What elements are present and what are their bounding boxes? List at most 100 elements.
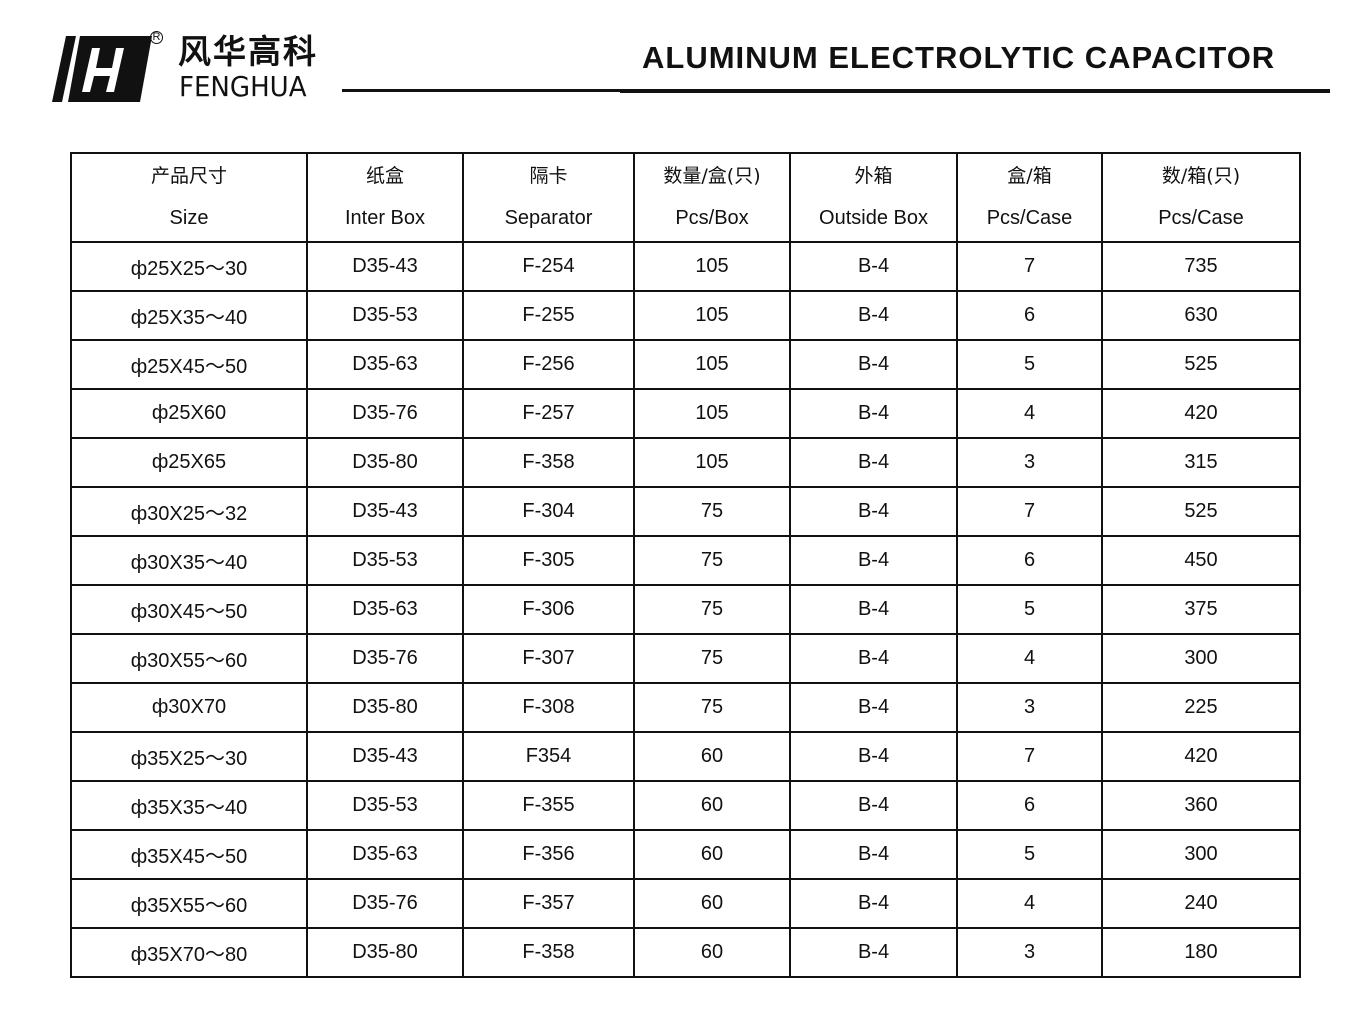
table-cell: 75: [633, 486, 791, 537]
table-cell: F-256: [462, 339, 635, 390]
table-cell: F-305: [462, 535, 635, 586]
table-cell: B-4: [789, 780, 958, 831]
table-cell: 420: [1101, 731, 1301, 782]
table-cell: 3: [956, 682, 1103, 733]
table-cell: D35-53: [306, 780, 464, 831]
table-row: ф30X70 D35-80 F-308 75 B-4 3 225: [70, 682, 1301, 733]
registered-mark: R: [150, 31, 163, 44]
table-cell: 630: [1101, 290, 1301, 341]
table-cell: D35-63: [306, 584, 464, 635]
table-cell: 75: [633, 535, 791, 586]
column-header-cn: 纸盒: [365, 165, 404, 188]
table-cell: 75: [633, 584, 791, 635]
table-cell: ф25X35～40: [70, 290, 308, 341]
brand-name-en: FENGHUA: [179, 70, 307, 103]
table-row: ф30X25～32 D35-43 F-304 75 B-4 7 525: [70, 486, 1301, 537]
table-cell: 315: [1101, 437, 1301, 488]
table-cell: 450: [1101, 535, 1301, 586]
table-cell: ф35X55～60: [70, 878, 308, 929]
table-cell: ф30X70: [70, 682, 308, 733]
column-header: 数量/盒(只) Pcs/Box: [633, 152, 791, 243]
table-cell: B-4: [789, 241, 958, 292]
table-cell: F354: [462, 731, 635, 782]
table-cell: ф25X60: [70, 388, 308, 439]
table-row: ф35X55～60 D35-76 F-357 60 B-4 4 240: [70, 878, 1301, 929]
table-row: ф35X25～30 D35-43 F354 60 B-4 7 420: [70, 731, 1301, 782]
table-cell: 105: [633, 290, 791, 341]
table-cell: F-254: [462, 241, 635, 292]
table-cell: D35-53: [306, 535, 464, 586]
table-cell: 7: [956, 486, 1103, 537]
table-cell: 3: [956, 437, 1103, 488]
table-cell: ф30X45～50: [70, 584, 308, 635]
table-cell: F-357: [462, 878, 635, 929]
table-cell: B-4: [789, 927, 958, 978]
table-cell: 75: [633, 682, 791, 733]
table-cell: D35-53: [306, 290, 464, 341]
table-cell: 4: [956, 878, 1103, 929]
column-header: 外箱 Outside Box: [789, 152, 958, 243]
column-header: 盒/箱 Pcs/Case: [956, 152, 1103, 243]
table-cell: F-304: [462, 486, 635, 537]
table-cell: B-4: [789, 339, 958, 390]
table-cell: B-4: [789, 878, 958, 929]
column-header-cn: 产品尺寸: [150, 165, 227, 188]
table-cell: 180: [1101, 927, 1301, 978]
table-cell: D35-76: [306, 878, 464, 929]
table-row: ф35X70～80 D35-80 F-358 60 B-4 3 180: [70, 927, 1301, 978]
column-header-cn: 数/箱(只): [1161, 165, 1241, 188]
table-cell: F-257: [462, 388, 635, 439]
column-header: 隔卡 Separator: [462, 152, 635, 243]
column-header-en: Outside Box: [819, 206, 928, 229]
table-cell: ф30X55～60: [70, 633, 308, 684]
table-cell: B-4: [789, 633, 958, 684]
table-cell: 525: [1101, 486, 1301, 537]
column-header-en: Size: [169, 206, 209, 229]
table-cell: B-4: [789, 437, 958, 488]
table-cell: 6: [956, 780, 1103, 831]
table-cell: D35-76: [306, 388, 464, 439]
column-header-en: Separator: [504, 206, 593, 229]
table-cell: B-4: [789, 290, 958, 341]
table-cell: 4: [956, 388, 1103, 439]
header-rule-thin: [342, 89, 622, 92]
page-title: ALUMINUM ELECTROLYTIC CAPACITOR: [642, 40, 1276, 75]
table-cell: 525: [1101, 339, 1301, 390]
table-cell: 105: [633, 437, 791, 488]
table-cell: 420: [1101, 388, 1301, 439]
header-rule-thick: [620, 89, 1330, 93]
table-cell: D35-63: [306, 339, 464, 390]
table-cell: 105: [633, 388, 791, 439]
table-cell: 6: [956, 290, 1103, 341]
table-cell: B-4: [789, 486, 958, 537]
table-cell: B-4: [789, 535, 958, 586]
table-cell: F-306: [462, 584, 635, 635]
table-row: ф25X65 D35-80 F-358 105 B-4 3 315: [70, 437, 1301, 488]
table-cell: D35-63: [306, 829, 464, 880]
table-cell: D35-43: [306, 486, 464, 537]
table-cell: 6: [956, 535, 1103, 586]
column-header-cn: 外箱: [854, 165, 893, 188]
brand-name-cn: 风华高科: [178, 32, 318, 71]
table-cell: 4: [956, 633, 1103, 684]
table-cell: D35-43: [306, 241, 464, 292]
table-row: ф25X60 D35-76 F-257 105 B-4 4 420: [70, 388, 1301, 439]
column-header-cn: 数量/盒(只): [663, 165, 761, 188]
table-cell: 5: [956, 584, 1103, 635]
table-cell: 5: [956, 829, 1103, 880]
column-header-cn: 隔卡: [529, 165, 568, 188]
table-cell: 735: [1101, 241, 1301, 292]
column-header: 纸盒 Inter Box: [306, 152, 464, 243]
table-cell: F-358: [462, 437, 635, 488]
table-cell: F-358: [462, 927, 635, 978]
table-row: ф25X25～30 D35-43 F-254 105 B-4 7 735: [70, 241, 1301, 292]
table-cell: F-308: [462, 682, 635, 733]
table-cell: ф35X25～30: [70, 731, 308, 782]
table-cell: 7: [956, 241, 1103, 292]
table-cell: F-355: [462, 780, 635, 831]
table-cell: F-255: [462, 290, 635, 341]
table-cell: D35-80: [306, 682, 464, 733]
table-cell: B-4: [789, 388, 958, 439]
table-cell: 7: [956, 731, 1103, 782]
table-cell: 60: [633, 878, 791, 929]
